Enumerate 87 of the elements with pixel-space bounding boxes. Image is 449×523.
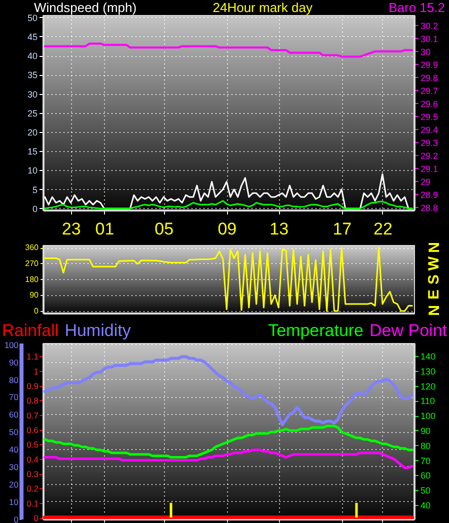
y2-tick-label: 0.6: [26, 425, 39, 436]
y2-tick-label: 29: [420, 176, 431, 187]
y2-tick-label: 0.8: [26, 396, 39, 406]
y-tick-label: 40: [27, 51, 38, 62]
x-tick-label: 23: [62, 220, 81, 238]
text: Dew Point: [370, 321, 447, 340]
text: N: [426, 242, 443, 253]
line-series: [44, 246, 413, 312]
y3-tick-label: 80: [420, 440, 431, 451]
y3-tick-label: 130: [420, 366, 436, 376]
y2-tick-label: 29.7: [420, 86, 438, 96]
line-series: [44, 448, 414, 469]
y2-tick-label: 29.1: [420, 164, 438, 174]
y-tick-label: 10: [27, 166, 38, 176]
y-tick-label: 90: [9, 357, 19, 368]
y-tick-label: 0: [32, 204, 38, 214]
y-tick-label: 60: [9, 410, 19, 420]
y-tick-label: 0: [34, 306, 40, 316]
y3-tick-label: 120: [420, 381, 436, 392]
series-label: Humidity: [64, 321, 131, 340]
y3-tick-label: 100: [420, 411, 436, 422]
y3-tick-label: 140: [420, 351, 436, 362]
x-tick-label: 05: [154, 220, 174, 238]
y2-tick-label: 29.4: [420, 124, 438, 135]
y2-tick-label: 30: [420, 46, 431, 57]
y-tick-label: 180: [25, 274, 40, 284]
text: Baro 15.2: [388, 0, 445, 15]
y-tick-label: 15: [27, 146, 38, 157]
y-tick-label: 30: [27, 89, 38, 100]
x-tick-label: 13: [270, 220, 289, 238]
y-tick-label: 5: [32, 184, 38, 195]
y2-tick-label: 29.8: [420, 72, 438, 83]
y-tick-label: 10: [9, 496, 19, 507]
y2-tick-label: 0.1: [26, 498, 39, 508]
y-tick-label: 80: [9, 374, 19, 385]
x-tick-label: 01: [95, 220, 114, 238]
y2-tick-label: 30.2: [420, 20, 438, 31]
y2-tick-label: 29.6: [420, 98, 438, 109]
y-tick-label: 70: [9, 392, 19, 402]
y3-tick-label: 70: [420, 456, 431, 466]
y-tick-label: 360: [25, 243, 40, 252]
text: E: [426, 290, 443, 300]
x-tick-label: 09: [218, 220, 237, 238]
text: S: [426, 274, 443, 284]
x-tick-label: 22: [374, 220, 392, 238]
y2-tick-label: 0.3: [26, 469, 39, 480]
y3-tick-label: 60: [420, 470, 431, 481]
text: Temperature: [268, 321, 364, 340]
y2-tick-label: 0.4: [26, 454, 39, 464]
y-tick-label: 90: [30, 290, 40, 300]
y3-tick-label: 40: [420, 500, 431, 510]
y2-tick-label: 29.5: [420, 112, 438, 122]
y-tick-label: 0: [14, 514, 19, 523]
y-tick-label: 20: [27, 128, 38, 138]
line-series: [44, 424, 414, 459]
y-tick-label: 30: [9, 462, 19, 472]
y-tick-label: 20: [9, 479, 19, 490]
y3-tick-label: 50: [420, 486, 431, 496]
y-tick-label: 45: [27, 32, 38, 42]
line-series: [43, 355, 414, 426]
y-tick-label: 25: [27, 108, 38, 118]
y2-tick-label: 1: [34, 366, 39, 376]
y2-tick-label: 29.3: [420, 138, 438, 148]
y3-tick-label: 110: [420, 396, 435, 406]
y2-tick-label: 28.9: [420, 190, 438, 200]
y-tick-label: 270: [25, 258, 40, 268]
y2-tick-label: 0.2: [26, 484, 39, 494]
text: 24Hour mark day: [212, 0, 312, 15]
text: N: [426, 305, 443, 316]
text: Windspeed (mph): [34, 0, 137, 15]
y2-tick-label: 0.9: [26, 381, 39, 392]
y3-tick-label: 90: [420, 426, 431, 436]
y2-tick-label: 30.1: [420, 34, 438, 44]
y2-tick-label: 29.2: [420, 150, 438, 161]
text: Rainfall: [2, 321, 59, 340]
y2-tick-label: 0.7: [26, 410, 39, 420]
x-tick-label: 17: [332, 220, 352, 238]
y2-tick-label: 0.5: [26, 440, 39, 450]
y2-tick-label: 29.9: [420, 60, 438, 70]
y-tick-label: 50: [27, 12, 38, 23]
y-tick-label: 100: [4, 340, 19, 350]
y-tick-label: 35: [27, 70, 38, 80]
y2-tick-label: 28.8: [420, 202, 438, 213]
y-tick-label: 40: [9, 444, 19, 455]
text: W: [426, 256, 443, 270]
y-tick-label: 50: [9, 427, 19, 438]
y2-tick-label: 1.1: [26, 352, 39, 362]
